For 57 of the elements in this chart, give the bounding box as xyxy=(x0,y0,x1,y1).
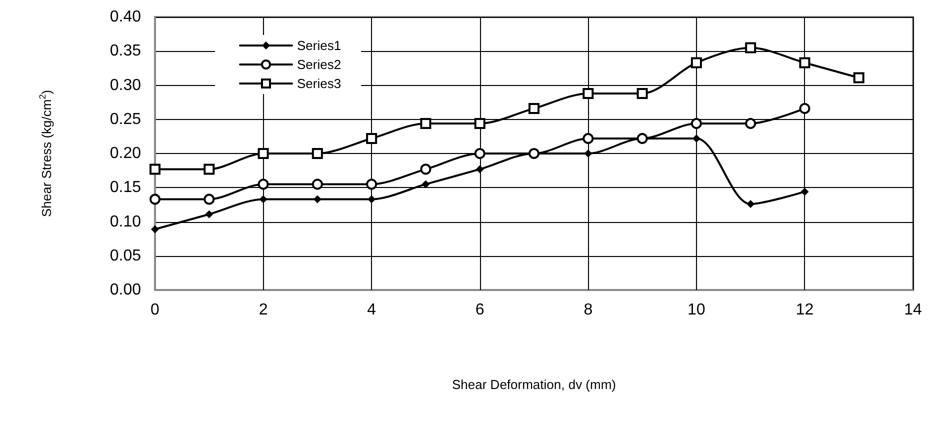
point xyxy=(746,200,755,208)
point xyxy=(745,42,756,54)
y-tick-label: 0.20 xyxy=(110,145,142,162)
point xyxy=(312,148,323,159)
x-tick-label: 0 xyxy=(150,302,160,318)
x-tick-label: 8 xyxy=(584,302,593,318)
y-tick-label: 0.35 xyxy=(110,42,142,60)
point xyxy=(366,132,378,144)
point xyxy=(258,178,269,190)
point xyxy=(150,194,160,205)
point xyxy=(800,188,809,196)
point xyxy=(799,57,810,68)
point xyxy=(528,102,540,114)
point xyxy=(745,118,756,129)
point xyxy=(636,88,648,99)
point xyxy=(690,57,702,68)
point xyxy=(204,194,215,205)
y-tick-label: 0.15 xyxy=(110,179,142,196)
point xyxy=(582,88,594,99)
point xyxy=(799,102,810,114)
point xyxy=(582,132,594,144)
point xyxy=(368,195,376,204)
point xyxy=(476,165,484,174)
point xyxy=(474,148,486,159)
point xyxy=(474,118,486,129)
y-tick-label: 0.30 xyxy=(110,76,142,94)
x-tick-label: 4 xyxy=(367,302,376,318)
point xyxy=(204,164,215,175)
x-tick-label: 14 xyxy=(904,302,922,318)
point xyxy=(205,210,214,218)
point xyxy=(258,148,269,159)
x-tick-label: 2 xyxy=(258,302,268,318)
y-tick-label: 0.05 xyxy=(110,247,142,264)
x-axis-title: Shear Deformation, dv (mm) xyxy=(452,377,616,392)
legend-label: Series3 xyxy=(297,76,342,91)
y-tick-label: 0.00 xyxy=(110,282,142,298)
point xyxy=(312,178,323,190)
x-tick-label: 6 xyxy=(475,302,484,318)
legend-label: Series2 xyxy=(297,57,342,72)
point xyxy=(420,164,432,175)
point xyxy=(690,118,702,129)
point xyxy=(150,164,160,175)
point xyxy=(313,195,322,204)
x-tick-label: 12 xyxy=(796,302,814,318)
point xyxy=(584,150,592,158)
point xyxy=(259,195,268,204)
y-tick-label: 0.10 xyxy=(110,213,142,230)
y-axis-title: Shear Stress (kg/cm2) xyxy=(38,90,54,218)
point xyxy=(420,118,432,129)
y-tick-label: 0.40 xyxy=(110,8,142,26)
y-tick-label: 0.25 xyxy=(110,110,142,128)
x-tick-label: 10 xyxy=(688,302,706,318)
point xyxy=(151,225,159,234)
point xyxy=(366,178,378,190)
legend-label: Series1 xyxy=(297,38,342,53)
point xyxy=(422,180,430,188)
point xyxy=(853,72,864,84)
